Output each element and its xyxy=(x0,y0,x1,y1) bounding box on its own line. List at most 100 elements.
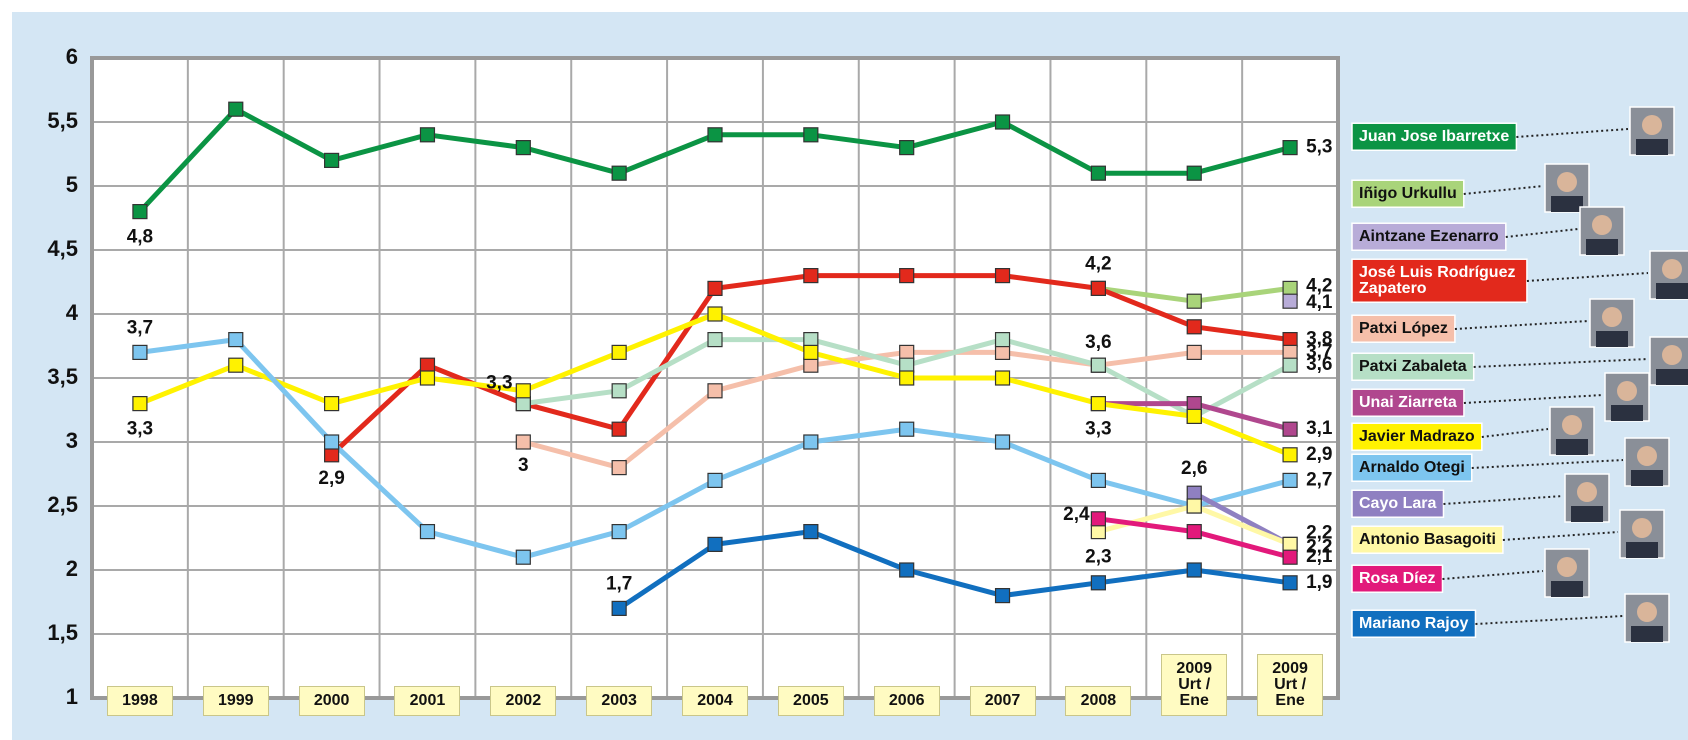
marker xyxy=(1091,512,1105,526)
marker xyxy=(1187,563,1201,577)
data-label: 4,1 xyxy=(1306,292,1333,313)
marker xyxy=(900,345,914,359)
data-label: 3,6 xyxy=(1085,332,1111,353)
marker xyxy=(133,397,147,411)
marker xyxy=(229,358,243,372)
marker xyxy=(1091,358,1105,372)
marker xyxy=(1283,576,1297,590)
portrait-body xyxy=(1626,542,1658,558)
marker xyxy=(996,345,1010,359)
x-tick-label: 2005 xyxy=(778,686,844,716)
marker xyxy=(708,537,722,551)
data-label: 3,3 xyxy=(486,373,512,394)
data-label: 4,2 xyxy=(1085,253,1111,274)
marker xyxy=(996,333,1010,347)
portrait-body xyxy=(1636,139,1668,155)
data-label: 2,1 xyxy=(1306,546,1333,567)
legend-label: Arnaldo Otegi xyxy=(1359,459,1465,476)
marker xyxy=(996,435,1010,449)
marker xyxy=(708,473,722,487)
portrait-body xyxy=(1596,331,1628,347)
x-tick-label: 2008 xyxy=(1065,686,1131,716)
portrait-body xyxy=(1656,283,1688,299)
data-label: 1,7 xyxy=(606,573,632,594)
y-tick-label: 4,5 xyxy=(47,236,78,261)
marker xyxy=(1091,166,1105,180)
marker xyxy=(133,205,147,219)
marker xyxy=(900,269,914,283)
marker xyxy=(1091,473,1105,487)
marker xyxy=(996,115,1010,129)
marker xyxy=(325,397,339,411)
legend-label-line: Zapatero xyxy=(1359,280,1427,297)
x-tick-label: 2009 Urt / Ene xyxy=(1161,654,1227,716)
data-label: 2,4 xyxy=(1063,504,1090,525)
legend-label: Cayo Lara xyxy=(1359,495,1436,512)
marker xyxy=(1091,576,1105,590)
y-tick-label: 1 xyxy=(66,684,78,709)
marker xyxy=(1091,525,1105,539)
portrait-head xyxy=(1602,307,1622,327)
marker xyxy=(516,141,530,155)
data-label: 3,3 xyxy=(127,419,153,440)
marker xyxy=(804,269,818,283)
x-tick-label: 2001 xyxy=(394,686,460,716)
marker xyxy=(1283,422,1297,436)
legend-label-line: José Luis Rodríguez xyxy=(1359,264,1520,281)
legend-label: Patxi López xyxy=(1359,320,1448,337)
marker xyxy=(804,345,818,359)
marker xyxy=(708,384,722,398)
y-tick-label: 5 xyxy=(66,172,78,197)
portrait-body xyxy=(1631,470,1663,486)
data-label: 2,3 xyxy=(1085,547,1111,568)
marker xyxy=(516,397,530,411)
portrait-head xyxy=(1617,381,1637,401)
marker xyxy=(1283,473,1297,487)
marker xyxy=(804,435,818,449)
marker xyxy=(708,128,722,142)
portrait-head xyxy=(1632,518,1652,538)
marker xyxy=(804,128,818,142)
marker xyxy=(996,371,1010,385)
x-tick-label: 2000 xyxy=(299,686,365,716)
marker xyxy=(229,333,243,347)
data-label: 3,1 xyxy=(1306,418,1333,439)
x-tick-label: 1998 xyxy=(107,686,173,716)
portrait-body xyxy=(1551,581,1583,597)
marker xyxy=(1187,486,1201,500)
marker xyxy=(612,384,626,398)
y-tick-label: 4 xyxy=(66,300,79,325)
marker xyxy=(420,358,434,372)
marker xyxy=(708,307,722,321)
marker xyxy=(708,281,722,295)
data-label: 2,9 xyxy=(1306,444,1332,465)
marker xyxy=(900,563,914,577)
marker xyxy=(1283,537,1297,551)
marker xyxy=(612,422,626,436)
marker xyxy=(996,269,1010,283)
data-label: 2,6 xyxy=(1181,458,1207,479)
data-label: 2,9 xyxy=(318,468,344,489)
marker xyxy=(1283,358,1297,372)
portrait-body xyxy=(1556,439,1588,455)
marker xyxy=(1283,141,1297,155)
y-tick-label: 6 xyxy=(66,44,78,69)
legend-label: Aintzane Ezenarro xyxy=(1359,228,1499,245)
data-label: 4,8 xyxy=(127,227,153,248)
legend-label: Mariano Rajoy xyxy=(1359,615,1468,632)
marker xyxy=(1091,397,1105,411)
legend-label: Iñigo Urkullu xyxy=(1359,185,1457,202)
data-label: 3 xyxy=(518,455,529,476)
marker xyxy=(900,422,914,436)
portrait-head xyxy=(1577,482,1597,502)
data-label: 3,6 xyxy=(1306,354,1332,375)
y-tick-label: 3 xyxy=(66,428,78,453)
marker xyxy=(516,550,530,564)
marker xyxy=(420,128,434,142)
portrait-body xyxy=(1611,405,1643,421)
marker xyxy=(229,102,243,116)
marker xyxy=(1187,345,1201,359)
y-tick-label: 3,5 xyxy=(47,364,78,389)
marker xyxy=(325,448,339,462)
x-tick-label: 2002 xyxy=(490,686,556,716)
